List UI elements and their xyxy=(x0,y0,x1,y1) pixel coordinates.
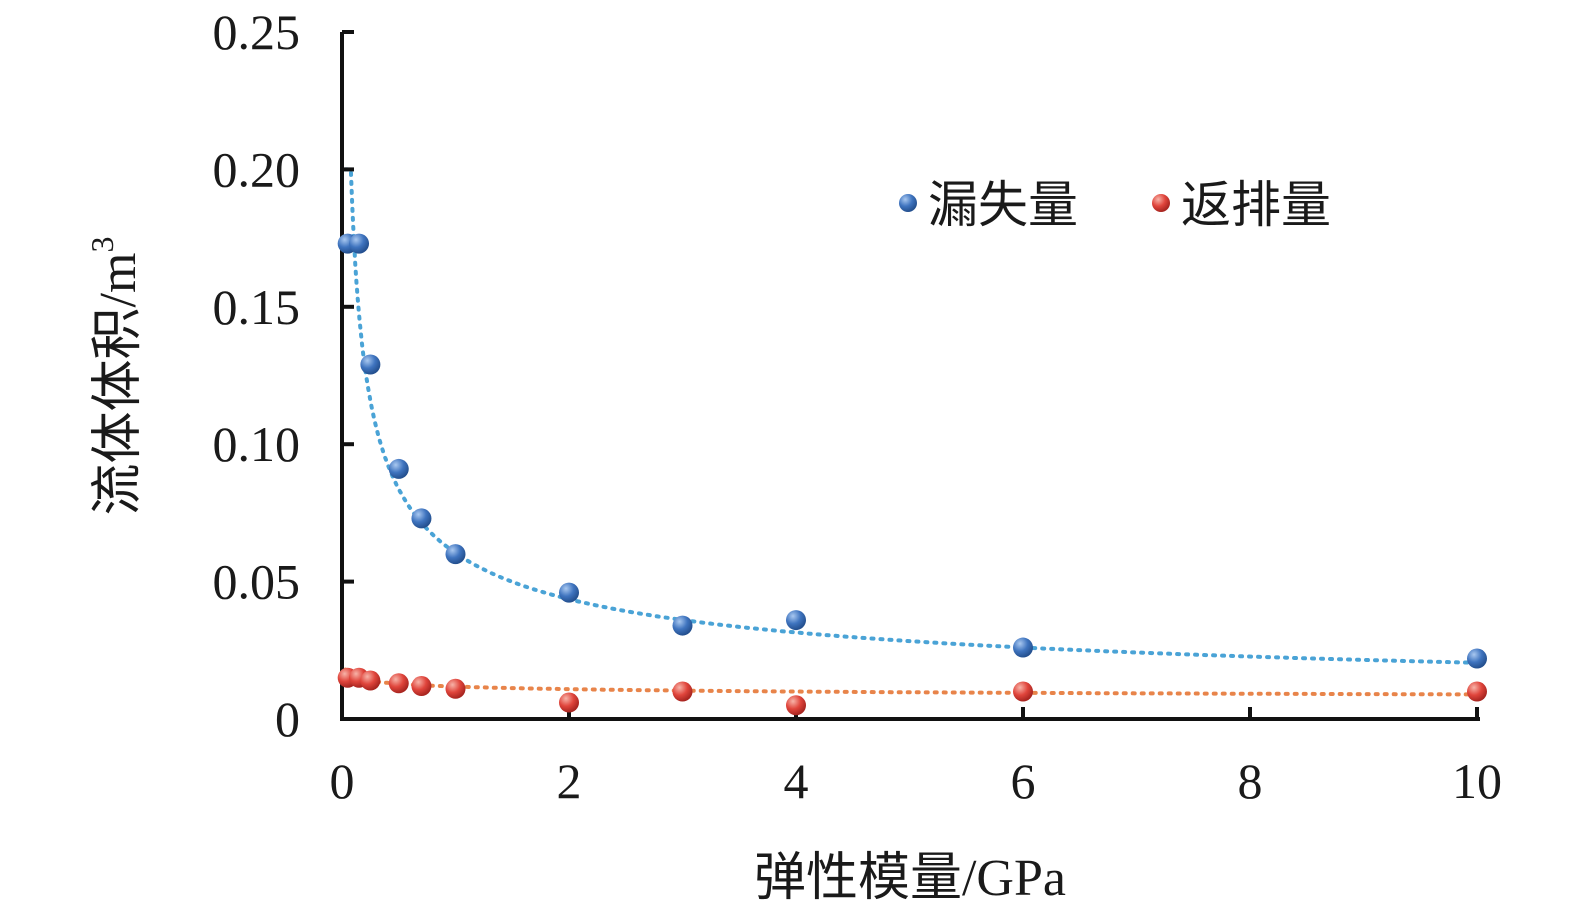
trend-line-0 xyxy=(343,167,1479,665)
x-tick-label: 6 xyxy=(1011,753,1036,809)
y-tick-label: 0.15 xyxy=(213,279,301,335)
x-axis-title: 弹性模量/GPa xyxy=(754,850,1066,907)
data-point-s0-1[interactable] xyxy=(349,233,370,254)
x-tick-label: 4 xyxy=(784,753,809,809)
y-tick-label: 0 xyxy=(275,691,300,747)
data-point-s1-3[interactable] xyxy=(388,673,409,694)
data-point-s0-2[interactable] xyxy=(360,354,381,375)
trend-line-1 xyxy=(343,667,1479,697)
trend-lines xyxy=(343,167,1479,697)
legend-marker-flowback xyxy=(1152,194,1170,212)
legend: 漏失量 返排量 xyxy=(899,177,1331,233)
x-tick-label: 10 xyxy=(1452,753,1502,809)
data-point-s0-10[interactable] xyxy=(1467,648,1487,669)
data-point-s1-5[interactable] xyxy=(445,678,466,699)
data-point-s0-5[interactable] xyxy=(445,544,466,565)
legend-marker-loss xyxy=(899,194,917,212)
data-points xyxy=(337,233,1487,716)
data-point-s0-8[interactable] xyxy=(786,610,806,631)
data-point-s1-10[interactable] xyxy=(1467,681,1487,702)
y-tick-label: 0.20 xyxy=(213,141,301,197)
legend-item-flowback[interactable]: 返排量 xyxy=(1152,177,1331,233)
data-point-s0-9[interactable] xyxy=(1013,637,1033,658)
data-point-s0-4[interactable] xyxy=(411,508,432,529)
data-point-s1-2[interactable] xyxy=(360,670,381,691)
legend-label-flowback: 返排量 xyxy=(1181,177,1331,233)
y-axis-title: 流体体积/m3 xyxy=(84,237,147,516)
y-tick-label: 0.10 xyxy=(213,416,301,472)
axes xyxy=(340,32,1480,721)
y-axis-title-superscript: 3 xyxy=(84,237,120,253)
y-tick-label: 0.25 xyxy=(213,4,301,60)
y-axis-title-main: 流体体积/m xyxy=(90,253,147,516)
data-point-s1-6[interactable] xyxy=(559,692,579,713)
x-tick-label: 0 xyxy=(330,753,355,809)
legend-label-loss: 漏失量 xyxy=(928,177,1078,233)
data-point-s0-7[interactable] xyxy=(672,615,693,636)
data-point-s0-6[interactable] xyxy=(559,582,579,603)
legend-item-loss[interactable]: 漏失量 xyxy=(899,177,1078,233)
data-point-s0-3[interactable] xyxy=(388,458,409,479)
data-point-s1-9[interactable] xyxy=(1013,681,1033,702)
x-tick-label: 2 xyxy=(557,753,582,809)
data-point-s1-7[interactable] xyxy=(672,681,693,702)
data-point-s1-8[interactable] xyxy=(786,695,806,716)
x-tick-label: 8 xyxy=(1238,753,1263,809)
data-point-s1-4[interactable] xyxy=(411,676,432,697)
ticks: 0 2 4 6 8 10 0 0.05 0.10 0.15 0.20 0.25 xyxy=(213,4,1503,809)
plot-area: 0 2 4 6 8 10 0 0.05 0.10 0.15 0.20 0.25 xyxy=(213,4,1503,809)
y-tick-label: 0.05 xyxy=(213,554,301,610)
